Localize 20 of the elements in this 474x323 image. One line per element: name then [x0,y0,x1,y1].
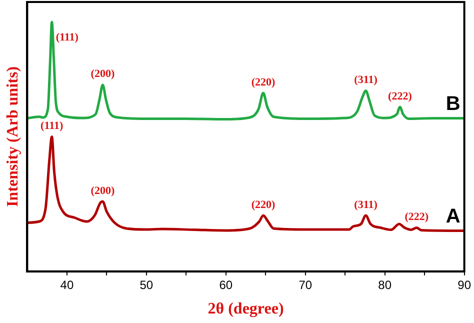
x-tick-label: 90 [458,278,472,292]
annotation: (220) [251,198,276,211]
x-tick-label: 70 [298,278,312,292]
series-label: B [446,92,460,115]
x-tick-label: 50 [140,278,154,292]
x-tick-label: 40 [60,278,74,292]
annotation: (222) [388,90,412,102]
x-axis-title: 2θ (degree) [208,300,284,318]
annotation: (311) [354,74,378,86]
x-tick-label: 80 [378,278,392,292]
x-tick-label: 60 [219,278,233,292]
annotation: (111) [56,31,79,44]
annotation: (220) [251,76,276,88]
annotation: (311) [354,198,378,211]
annotation: (222) [404,211,429,224]
series-label: A [446,205,460,228]
annotation: (200) [90,184,115,197]
annotation: (111) [40,120,64,132]
annotation: (200) [90,68,115,80]
y-axis-title: Intensity (Arb units) [4,66,22,207]
